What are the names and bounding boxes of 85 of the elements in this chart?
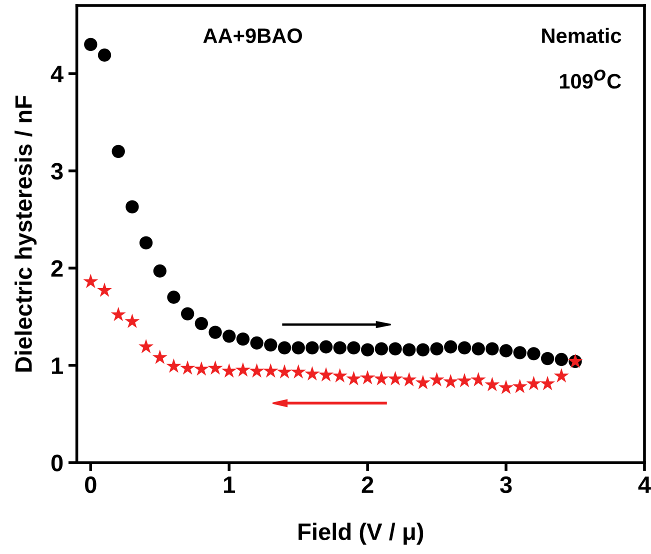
point [319, 340, 333, 354]
point [124, 314, 140, 328]
point [360, 343, 374, 356]
point [374, 371, 389, 386]
y-tick-label: 4 [50, 66, 64, 82]
point [110, 306, 126, 322]
point [166, 358, 182, 373]
point [292, 341, 305, 354]
x-tick-label: 0 [85, 476, 96, 494]
point [347, 341, 360, 354]
annotation: AA+9BAO [203, 28, 302, 44]
point [444, 340, 458, 354]
point [498, 380, 514, 394]
point [194, 316, 208, 330]
x-tick-label: 2 [362, 476, 374, 493]
point [443, 374, 458, 388]
point [527, 347, 540, 360]
y-tick-label: 2 [51, 260, 63, 277]
point [152, 350, 168, 364]
point [139, 236, 153, 250]
point [430, 342, 444, 356]
annotation: Nematic [542, 28, 622, 44]
point [250, 336, 264, 350]
point [208, 326, 222, 339]
point [306, 341, 319, 354]
x-axis-title: Field (V / μ) [298, 522, 424, 545]
point [416, 343, 430, 356]
point [470, 372, 486, 386]
point [278, 341, 292, 354]
point [402, 372, 417, 386]
point [429, 372, 444, 386]
point [112, 144, 125, 158]
point [332, 368, 348, 382]
point [388, 371, 403, 386]
point [98, 48, 112, 62]
point [512, 378, 528, 394]
point [83, 274, 98, 288]
point [486, 342, 499, 356]
point [236, 332, 250, 346]
x-tick-label: 1 [224, 476, 236, 493]
y-tick-label: 3 [51, 162, 63, 180]
point [554, 368, 569, 382]
y-tick-label: 1 [52, 358, 63, 374]
point [540, 352, 554, 366]
point [458, 341, 472, 354]
point [304, 366, 320, 381]
point [208, 360, 223, 375]
y-axis-title: Dielectric hysteresis / nF [14, 96, 37, 372]
point [264, 338, 278, 352]
point [153, 264, 166, 278]
point [513, 346, 526, 360]
y-tick-label: 0 [51, 454, 63, 472]
point [276, 364, 292, 379]
point [346, 371, 362, 386]
point [499, 344, 513, 358]
annotation: 109$^{O}$C [560, 70, 622, 89]
point [84, 38, 98, 52]
point [484, 376, 500, 392]
point [138, 338, 154, 354]
point [472, 342, 485, 356]
point [360, 370, 376, 384]
point [263, 363, 278, 378]
point [415, 374, 430, 390]
point [318, 367, 334, 382]
point [526, 376, 542, 390]
point [554, 352, 568, 366]
point [126, 200, 139, 214]
point [180, 360, 196, 375]
point [222, 330, 236, 343]
point [290, 364, 306, 379]
point [249, 363, 264, 378]
x-tick-label: 4 [638, 476, 651, 493]
point [402, 343, 416, 356]
point [333, 341, 346, 354]
point [194, 361, 209, 376]
point [222, 363, 237, 378]
point [167, 290, 180, 304]
point [235, 362, 250, 377]
point [180, 307, 194, 320]
x-tick-label: 3 [500, 476, 512, 494]
point [456, 372, 472, 388]
point [540, 376, 556, 390]
point [388, 342, 402, 356]
point [96, 282, 112, 297]
point [374, 342, 388, 356]
